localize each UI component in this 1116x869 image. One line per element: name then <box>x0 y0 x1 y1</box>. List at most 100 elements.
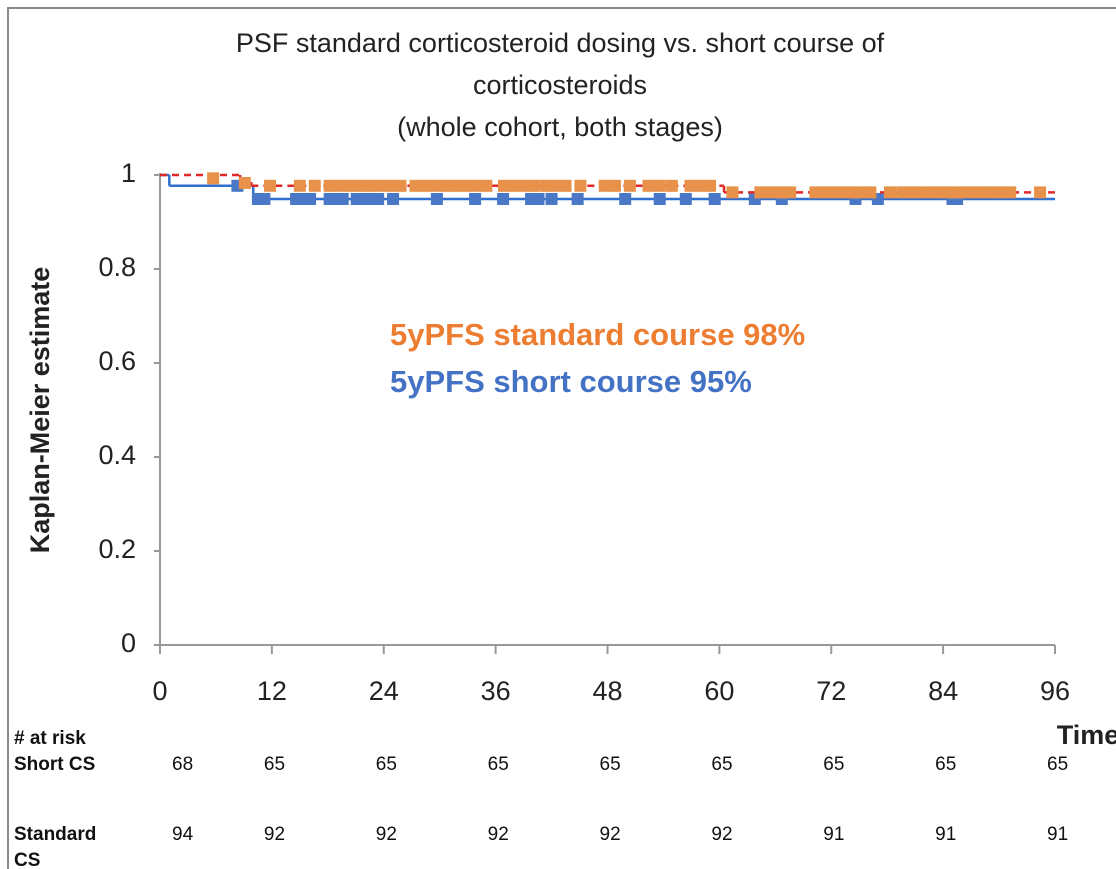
censor-mark <box>653 192 666 205</box>
censor-mark <box>726 186 739 199</box>
censor-mark <box>809 186 822 199</box>
risk-count: 65 <box>711 754 733 775</box>
y-tick-label: 1 <box>121 158 136 188</box>
censor-mark <box>1034 186 1047 199</box>
risk-count: 91 <box>935 824 957 845</box>
censor-mark <box>679 192 692 205</box>
censor-mark <box>308 179 321 192</box>
censor-mark <box>773 186 786 199</box>
annotation: 5yPFS short course 95% <box>390 364 752 399</box>
censor-mark <box>527 179 540 192</box>
censor-mark <box>608 179 621 192</box>
risk-count: 65 <box>935 754 957 775</box>
x-tick-label: 84 <box>928 676 958 706</box>
censor-mark <box>372 192 385 205</box>
censor-mark <box>497 192 510 205</box>
censor-mark <box>642 179 655 192</box>
censor-mark <box>831 186 844 199</box>
risk-count: 92 <box>599 824 621 845</box>
censor-mark <box>854 186 867 199</box>
censor-mark <box>363 179 376 192</box>
risk-count: 91 <box>1047 824 1069 845</box>
risk-table-title: # at risk <box>14 728 86 749</box>
y-axis-label: Kaplan-Meier estimate <box>25 267 55 554</box>
censor-mark <box>896 186 909 199</box>
y-tick-label: 0.6 <box>98 346 136 376</box>
y-tick-label: 0.2 <box>98 534 136 564</box>
censor-mark <box>384 179 397 192</box>
censor-mark <box>354 179 367 192</box>
censor-mark <box>207 172 220 185</box>
frame <box>7 7 1116 869</box>
censor-mark <box>623 179 636 192</box>
censor-mark <box>574 179 587 192</box>
censor-mark <box>532 192 545 205</box>
censor-mark <box>419 179 432 192</box>
censor-mark <box>1004 186 1017 199</box>
censor-mark <box>994 186 1007 199</box>
censor-mark <box>764 186 777 199</box>
censor-mark <box>842 186 855 199</box>
risk-count: 65 <box>823 754 845 775</box>
censor-mark <box>665 179 678 192</box>
x-tick-label: 48 <box>592 676 622 706</box>
x-axis-label: Time <box>1057 720 1116 750</box>
censor-mark <box>323 179 336 192</box>
censor-mark <box>238 176 251 189</box>
x-tick-label: 96 <box>1040 676 1070 706</box>
censor-mark <box>907 186 920 199</box>
risk-count: 92 <box>711 824 733 845</box>
censor-mark <box>387 192 400 205</box>
censor-mark <box>304 192 317 205</box>
x-tick-label: 72 <box>816 676 846 706</box>
chart-title: PSF standard corticosteroid dosing vs. s… <box>236 28 885 58</box>
censor-mark <box>449 179 462 192</box>
risk-count: 94 <box>172 824 194 845</box>
censor-mark <box>653 179 666 192</box>
censor-mark <box>950 186 963 199</box>
x-tick-label: 0 <box>152 676 167 706</box>
censor-mark <box>820 186 833 199</box>
censor-mark <box>983 186 996 199</box>
censor-mark <box>440 179 453 192</box>
censor-mark <box>429 179 442 192</box>
x-tick-label: 24 <box>369 676 399 706</box>
censor-mark <box>518 179 531 192</box>
censor-mark <box>498 179 511 192</box>
censor-mark <box>336 192 349 205</box>
censor-mark <box>961 186 974 199</box>
x-tick-label: 12 <box>257 676 287 706</box>
risk-count: 65 <box>487 754 509 775</box>
censor-mark <box>559 179 572 192</box>
censor-mark <box>619 192 632 205</box>
risk-count: 92 <box>375 824 397 845</box>
censor-mark <box>430 192 443 205</box>
y-tick-label: 0 <box>121 628 136 658</box>
censor-mark <box>929 186 942 199</box>
censor-mark <box>704 179 717 192</box>
censor-mark <box>258 192 271 205</box>
censor-mark <box>598 179 611 192</box>
x-tick-label: 36 <box>481 676 511 706</box>
censor-mark <box>374 179 387 192</box>
censor-mark <box>344 179 357 192</box>
censor-mark <box>469 192 482 205</box>
censor-mark <box>684 179 697 192</box>
censor-mark <box>545 192 558 205</box>
censor-mark <box>470 179 483 192</box>
censor-mark <box>918 186 931 199</box>
censor-mark <box>972 186 985 199</box>
risk-count: 65 <box>375 754 397 775</box>
risk-row-label: Short CS <box>14 754 96 775</box>
risk-count: 65 <box>599 754 621 775</box>
censor-mark <box>539 179 552 192</box>
risk-count: 92 <box>487 824 509 845</box>
risk-count: 68 <box>172 754 194 775</box>
x-tick-label: 60 <box>704 676 734 706</box>
censor-mark <box>394 179 407 192</box>
chart-title: corticosteroids <box>473 70 647 100</box>
y-tick-label: 0.8 <box>98 252 136 282</box>
censor-mark <box>293 179 306 192</box>
